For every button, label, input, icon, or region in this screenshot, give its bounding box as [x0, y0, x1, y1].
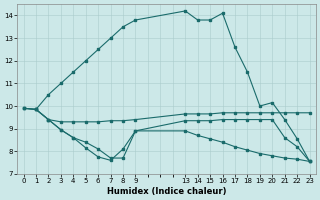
X-axis label: Humidex (Indice chaleur): Humidex (Indice chaleur) [107, 187, 226, 196]
